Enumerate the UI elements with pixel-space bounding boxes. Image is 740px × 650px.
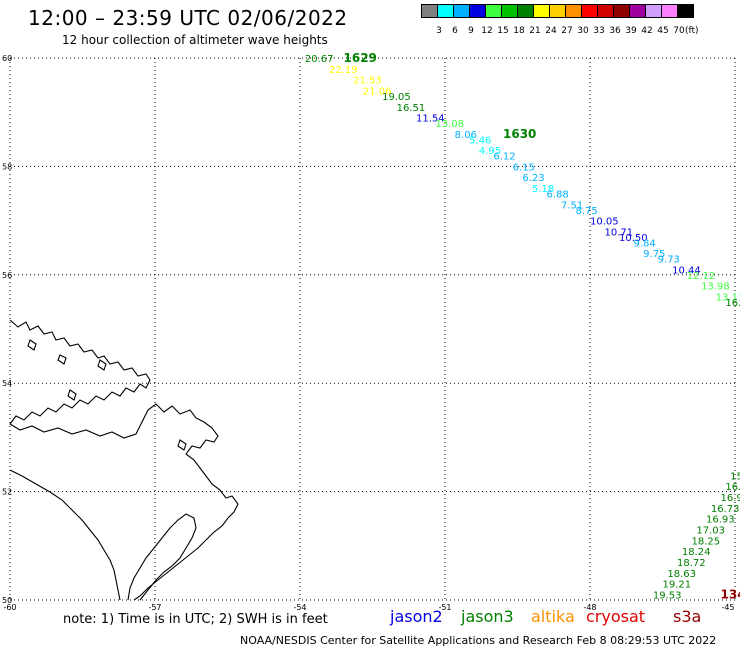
lon-tick-label: -54 (293, 603, 306, 612)
coastline (9, 319, 239, 601)
colorbar-legend: 3 6 9 12 15 18 21 24 27 30 33 36 39 42 45 70 (ft) (421, 4, 699, 36)
swh-value-label: 18.25 (692, 536, 721, 547)
swh-value-label: 18.24 (682, 547, 711, 558)
swh-value-label: 7.51 (561, 200, 583, 211)
swh-value-label: 6.88 (547, 190, 569, 201)
colorbar-label: 39 (625, 26, 637, 36)
swh-value-label: 13.11 (716, 292, 740, 303)
swh-value-label: 8.06 (455, 130, 477, 141)
colorbar-swatch (677, 4, 694, 18)
swh-value-label: 13.08 (435, 119, 464, 130)
lat-tick-label: 58 (2, 162, 12, 171)
lon-tick-label: -48 (583, 603, 596, 612)
colorbar-label: 3 (436, 26, 442, 36)
colorbar-label: 70 (673, 26, 685, 36)
footer-credit: NOAA/NESDIS Center for Satellite Applica… (240, 634, 717, 647)
wave-height-observations: 20.6722.1921.5321.0619.0516.5111.5413.08… (305, 54, 740, 602)
coastline-labrador (9, 319, 151, 425)
map-title: 12:00 – 23:59 UTC 02/06/2022 (28, 6, 348, 30)
legend-item-s3a: s3a (673, 607, 702, 626)
colorbar-label: 18 (513, 26, 525, 36)
lat-tick-label: 54 (2, 379, 12, 388)
colorbar-label: 33 (593, 26, 605, 36)
lat-tick-label: 60 (2, 54, 12, 63)
pass-labels: 1629 1630 1344 (344, 51, 740, 602)
swh-value-label: 21.06 (363, 87, 392, 98)
axis-labels: -60 -57 -54 -51 -48 -45 60 58 56 54 52 50 (2, 54, 735, 612)
swh-value-label: 9.75 (643, 249, 665, 260)
colorbar-label: 27 (561, 26, 573, 36)
colorbar-label: 42 (641, 26, 653, 36)
swh-value-label: 18.63 (667, 569, 696, 580)
colorbar-label: 6 (452, 26, 458, 36)
colorbar-label: 9 (468, 26, 474, 36)
colorbar-label: 45 (657, 26, 669, 36)
swh-value-label: 11.54 (416, 114, 445, 125)
swh-value-label: 18.72 (677, 558, 706, 569)
swh-value-label: 15 (730, 471, 740, 482)
lat-tick-label: 50 (2, 596, 12, 605)
pass-number-label: 1630 (503, 127, 536, 141)
legend-item-cryosat: cryosat (586, 607, 646, 626)
swh-value-label: 6.23 (522, 173, 544, 184)
coastline-gulf (9, 469, 121, 601)
swh-value-label: 21.53 (353, 76, 382, 87)
colorbar-label: 30 (577, 26, 589, 36)
units-note: note: 1) Time is in UTC; 2) SWH is in fe… (63, 612, 328, 627)
swh-value-label: 12.12 (687, 271, 716, 282)
pass-number-label: 1629 (344, 51, 377, 65)
swh-value-label: 19.21 (663, 580, 692, 591)
legend-item-altika: altika (531, 607, 575, 626)
coastline-newfoundland-south (127, 513, 197, 601)
colorbar-label: 36 (609, 26, 621, 36)
swh-value-label: 6.12 (493, 152, 515, 163)
lat-tick-label: 52 (2, 488, 12, 497)
swh-value-label: 6.15 (513, 162, 535, 173)
swh-value-label: 13.98 (701, 282, 730, 293)
swh-value-label: 8.75 (576, 206, 598, 217)
swh-value-label: 5.18 (532, 184, 554, 195)
swh-value-label: 5.46 (469, 135, 491, 146)
lon-tick-label: -60 (3, 603, 16, 612)
colorbar-unit: (ft) (685, 26, 699, 36)
swh-value-label: 22.19 (329, 65, 358, 76)
swh-value-label: 16. (725, 482, 740, 493)
legend-item-jason3: jason3 (461, 607, 514, 626)
swh-value-label: 9.73 (658, 255, 680, 266)
coastline-newfoundland-north (9, 403, 239, 601)
lon-tick-label: -51 (438, 603, 451, 612)
coastline-small-islands (27, 339, 187, 451)
swh-value-label: 9.84 (634, 238, 656, 249)
map-subtitle: 12 hour collection of altimeter wave hei… (62, 33, 328, 47)
swh-value-label: 16.93 (706, 515, 735, 526)
lat-tick-label: 56 (2, 271, 12, 280)
swh-value-label: 10.44 (672, 265, 701, 276)
legend-item-jason2: jason2 (390, 607, 443, 626)
swh-value-label: 16.73 (711, 504, 740, 515)
lon-tick-label: -45 (721, 603, 734, 612)
lon-tick-label: -57 (148, 603, 161, 612)
swh-value-label: 19.53 (653, 591, 682, 602)
swh-value-label: 19.05 (382, 92, 411, 103)
swh-value-label: 16.51 (397, 103, 426, 114)
colorbar-label: 12 (481, 26, 493, 36)
graticule-grid (9, 57, 736, 601)
swh-value-label: 10.05 (590, 217, 619, 228)
swh-value-label: 20.67 (305, 54, 334, 65)
swh-value-label: 4.95 (479, 146, 501, 157)
colorbar-label: 24 (545, 26, 557, 36)
swh-value-label: 17.03 (696, 526, 725, 537)
pass-number-label: 1344 (721, 588, 740, 602)
swh-value-label: 10.71 (605, 227, 634, 238)
colorbar-label: 21 (529, 26, 541, 36)
swh-value-label: 16. (725, 298, 740, 309)
swh-value-label: 16.9 (721, 493, 740, 504)
swh-value-label: 10.50 (619, 233, 648, 244)
colorbar-label: 15 (497, 26, 509, 36)
